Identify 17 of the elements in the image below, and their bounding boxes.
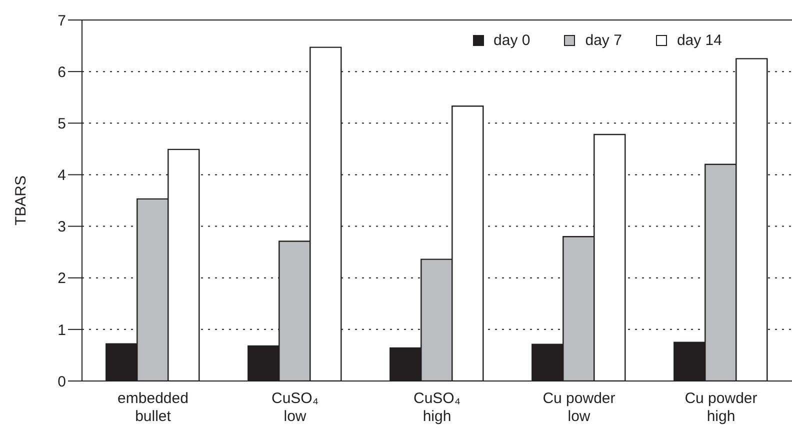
x-tick-label: CuSO₄ low — [272, 390, 318, 425]
x-tick-label: embedded bullet — [118, 390, 188, 425]
y-tick-label: 7 — [58, 12, 66, 30]
y-axis-title: TBARS — [12, 175, 30, 226]
legend-label: day 0 — [494, 32, 530, 49]
x-tick-label: Cu powder high — [684, 390, 758, 425]
y-tick-label: 6 — [58, 64, 66, 81]
x-tick-label: Cu powder low — [542, 390, 616, 425]
legend-label: day 7 — [585, 32, 622, 49]
y-tick-label: 4 — [58, 167, 66, 184]
y-tick-label: 2 — [58, 270, 66, 288]
y-tick-label: 3 — [58, 218, 66, 236]
legend-label: day 14 — [676, 32, 722, 49]
y-tick-label: 5 — [58, 115, 66, 132]
y-tick-label: 1 — [58, 322, 66, 339]
x-tick-label: CuSO₄ high — [414, 390, 460, 425]
y-tick-label: 0 — [58, 373, 66, 390]
